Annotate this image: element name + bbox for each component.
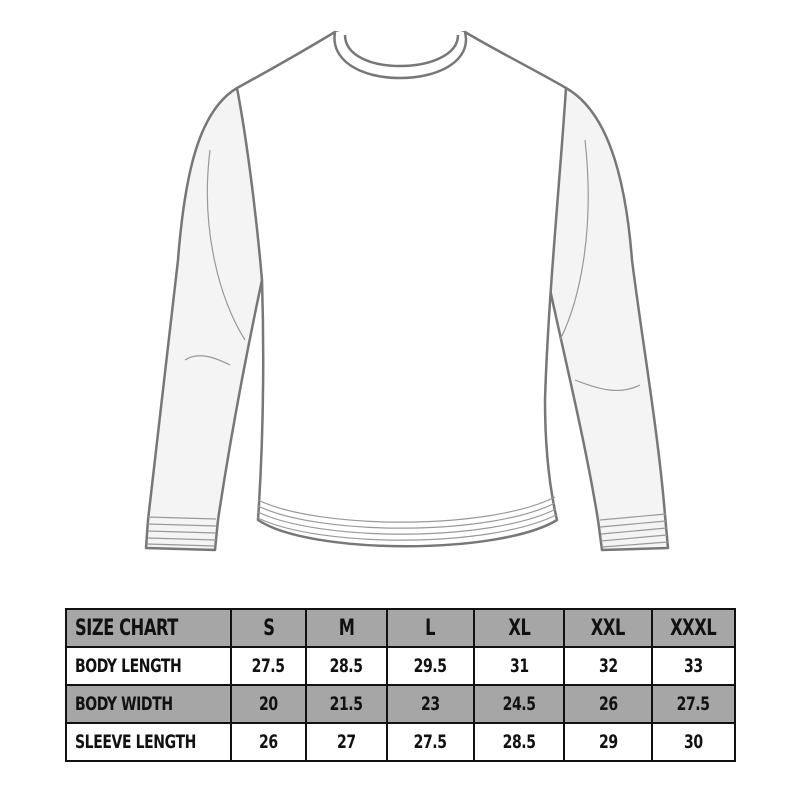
- table-row: BODY WIDTH 20 21.5 23 24.5 26 27.5: [65, 684, 736, 724]
- cell-value: 27.5: [252, 655, 285, 677]
- table-cell: 26: [230, 722, 307, 762]
- cell-value: 29.5: [414, 655, 447, 677]
- table-cell: 28.5: [473, 722, 565, 762]
- size-label: XXXL: [670, 615, 717, 641]
- table-title: SIZE CHART: [75, 615, 178, 641]
- table-cell: 30: [651, 722, 736, 762]
- size-label: M: [338, 615, 355, 641]
- cell-value: 27.5: [677, 693, 710, 715]
- table-cell: 29.5: [386, 646, 475, 686]
- size-header: XXL: [563, 608, 653, 648]
- left-sleeve: [144, 86, 264, 552]
- table-cell: 32: [563, 646, 653, 686]
- table-header-row: SIZE CHART S M L XL XXL XXXL: [65, 608, 736, 648]
- table-cell: 31: [473, 646, 565, 686]
- cell-value: 30: [684, 731, 703, 753]
- cell-value: 33: [684, 655, 703, 677]
- table-cell: 29: [563, 722, 653, 762]
- shirt-body: [235, 30, 568, 548]
- table-cell: 28.5: [305, 646, 388, 686]
- collar: [333, 31, 468, 80]
- table-row: BODY LENGTH 27.5 28.5 29.5 31 32 33: [65, 646, 736, 686]
- table-cell: 27.5: [386, 722, 475, 762]
- right-sleeve: [546, 86, 670, 552]
- row-label: BODY WIDTH: [65, 684, 232, 724]
- size-header: M: [305, 608, 388, 648]
- row-label-text: SLEEVE LENGTH: [75, 731, 196, 753]
- cell-value: 24.5: [502, 693, 536, 715]
- long-sleeve-shirt-illustration: [144, 30, 670, 552]
- size-label: L: [425, 615, 436, 641]
- table-cell: 27.5: [651, 684, 736, 724]
- cell-value: 32: [598, 655, 618, 677]
- cell-value: 28.5: [330, 655, 363, 677]
- table-cell: 33: [651, 646, 736, 686]
- cell-value: 27.5: [414, 731, 447, 753]
- table-cell: 20: [230, 684, 307, 724]
- size-header: XL: [473, 608, 565, 648]
- row-label: BODY LENGTH: [65, 646, 232, 686]
- size-header: XXXL: [651, 608, 736, 648]
- cell-value: 20: [259, 693, 278, 715]
- table-title-cell: SIZE CHART: [65, 608, 232, 648]
- cell-value: 29: [598, 731, 618, 753]
- size-label: XL: [507, 615, 531, 641]
- table-row: SLEEVE LENGTH 26 27 27.5 28.5 29 30: [65, 722, 736, 762]
- cell-value: 28.5: [502, 731, 536, 753]
- row-label: SLEEVE LENGTH: [65, 722, 232, 762]
- cell-value: 21.5: [330, 693, 363, 715]
- size-label: S: [262, 615, 275, 641]
- table-cell: 23: [386, 684, 475, 724]
- row-label-text: BODY LENGTH: [75, 655, 182, 677]
- cell-value: 23: [421, 693, 440, 715]
- cell-value: 31: [509, 655, 529, 677]
- table-cell: 26: [563, 684, 653, 724]
- table-cell: 21.5: [305, 684, 388, 724]
- table-cell: 27.5: [230, 646, 307, 686]
- cell-value: 26: [598, 693, 618, 715]
- cell-value: 27: [337, 731, 356, 753]
- cell-value: 26: [259, 731, 278, 753]
- size-header: L: [386, 608, 475, 648]
- table-cell: 27: [305, 722, 388, 762]
- size-chart-table: SIZE CHART S M L XL XXL XXXL BODY LENGTH…: [65, 608, 736, 762]
- table-cell: 24.5: [473, 684, 565, 724]
- row-label-text: BODY WIDTH: [75, 693, 173, 715]
- size-label: XXL: [590, 615, 626, 641]
- size-header: S: [230, 608, 307, 648]
